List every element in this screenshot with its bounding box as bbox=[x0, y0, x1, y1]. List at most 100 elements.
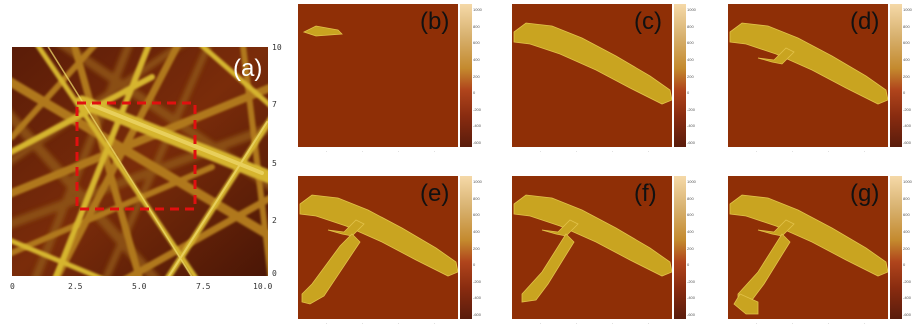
segmentation-image-e bbox=[298, 176, 458, 319]
segmentation-image-d bbox=[728, 4, 888, 147]
x-tick-mark: · bbox=[540, 321, 542, 326]
colorbar-tick-label: 600 bbox=[473, 212, 480, 218]
x-tick-mark: · bbox=[434, 321, 436, 326]
colorbar-tick-label: 600 bbox=[687, 40, 694, 46]
colorbar-tick-label: -400 bbox=[687, 123, 696, 129]
panel-g-label: (g) bbox=[850, 180, 880, 207]
colorbar-tick-label: -200 bbox=[903, 278, 912, 284]
colorbar-tick-label: -400 bbox=[687, 295, 696, 301]
colorbar-tick-label: -400 bbox=[473, 295, 482, 301]
colorbar-e bbox=[460, 176, 472, 319]
colorbar-tick-label: 600 bbox=[903, 212, 910, 218]
segmented-fiber-region bbox=[301, 233, 361, 305]
x-tick-mark: · bbox=[362, 321, 364, 326]
colorbar-g bbox=[890, 176, 902, 319]
x-tick-mark: · bbox=[576, 149, 578, 154]
segmentation-panel-c bbox=[512, 4, 672, 147]
x-tick-mark: · bbox=[792, 321, 794, 326]
colorbar-tick-label: -600 bbox=[473, 312, 482, 317]
colorbar-tick-label: 400 bbox=[903, 228, 910, 234]
colorbar-tick-label: 0 bbox=[473, 262, 476, 268]
segmentation-panel-b bbox=[298, 4, 458, 147]
segmented-fiber-region bbox=[757, 47, 795, 65]
colorbar-tick-label: 1000 bbox=[687, 7, 696, 12]
colorbar-tick-label: 1000 bbox=[903, 7, 912, 12]
panel-c-label: (c) bbox=[634, 8, 662, 35]
colorbar-tick-label: -600 bbox=[903, 140, 912, 145]
segmentation-image-g bbox=[728, 176, 888, 319]
colorbar-tick-label: 200 bbox=[473, 73, 480, 79]
panel-e-label: (e) bbox=[420, 180, 450, 207]
x-tick-mark: · bbox=[864, 321, 866, 326]
colorbar-tick-label: 200 bbox=[687, 245, 694, 251]
segmented-fiber-region bbox=[513, 194, 672, 277]
colorbar-tick-label: 0 bbox=[903, 262, 906, 268]
colorbar-tick-label: -200 bbox=[473, 278, 482, 284]
panel-b-label: (b) bbox=[420, 8, 450, 35]
segmentation-image-c bbox=[512, 4, 672, 147]
colorbar-tick-label: 1000 bbox=[687, 179, 696, 184]
colorbar-tick-label: 0 bbox=[903, 90, 906, 96]
x-tick-mark: · bbox=[792, 149, 794, 154]
roi-dashed-box bbox=[75, 101, 197, 211]
colorbar-tick-label: 400 bbox=[473, 56, 480, 62]
afm-fiber-mesh-image bbox=[12, 47, 268, 276]
segmented-fiber-region bbox=[302, 25, 343, 37]
colorbar-tick-label: -600 bbox=[687, 140, 696, 145]
panel-a-x-tick: 0 bbox=[10, 282, 15, 291]
colorbar-tick-label: 200 bbox=[687, 73, 694, 79]
x-tick-mark: · bbox=[576, 321, 578, 326]
colorbar-tick-label: 400 bbox=[903, 56, 910, 62]
segmented-fiber-region bbox=[757, 219, 795, 237]
segmented-fiber-region bbox=[521, 233, 575, 303]
panel-a-y-tick: 7 bbox=[272, 100, 277, 109]
colorbar-tick-label: 600 bbox=[903, 40, 910, 46]
segmentation-panel-e bbox=[298, 176, 458, 319]
colorbar-tick-label: 1000 bbox=[473, 7, 482, 12]
colorbar-tick-label: -400 bbox=[473, 123, 482, 129]
segmentation-panel-d bbox=[728, 4, 888, 147]
colorbar-tick-label: 600 bbox=[687, 212, 694, 218]
colorbar-tick-label: -600 bbox=[473, 140, 482, 145]
colorbar-tick-label: 800 bbox=[473, 23, 480, 29]
colorbar-tick-label: 400 bbox=[473, 228, 480, 234]
colorbar-tick-label: -200 bbox=[687, 106, 696, 112]
x-tick-mark: · bbox=[540, 149, 542, 154]
colorbar-tick-label: 400 bbox=[687, 56, 694, 62]
panel-a-y-tick: 5 bbox=[272, 159, 277, 168]
x-tick-mark: · bbox=[864, 149, 866, 154]
afm-image-panel-a bbox=[12, 47, 268, 276]
x-tick-mark: · bbox=[828, 321, 830, 326]
colorbar-d bbox=[890, 4, 902, 147]
panel-a-y-tick: 2 bbox=[272, 216, 277, 225]
panel-f-label: (f) bbox=[634, 180, 657, 207]
x-tick-mark: · bbox=[648, 321, 650, 326]
segmented-fiber-region bbox=[299, 194, 458, 277]
colorbar-tick-label: 0 bbox=[687, 262, 690, 268]
segmented-fiber-region bbox=[729, 194, 888, 277]
colorbar-tick-label: -400 bbox=[903, 123, 912, 129]
segmentation-panel-f bbox=[512, 176, 672, 319]
colorbar-tick-label: 200 bbox=[903, 245, 910, 251]
colorbar-tick-label: 1000 bbox=[473, 179, 482, 184]
x-tick-mark: · bbox=[398, 149, 400, 154]
colorbar-tick-label: 200 bbox=[473, 245, 480, 251]
colorbar-tick-label: 800 bbox=[687, 195, 694, 201]
segmentation-image-f bbox=[512, 176, 672, 319]
segmentation-image-b bbox=[298, 4, 458, 147]
x-tick-mark: · bbox=[756, 321, 758, 326]
colorbar-b bbox=[460, 4, 472, 147]
panel-a-label: (a) bbox=[233, 55, 263, 82]
colorbar-tick-label: 800 bbox=[903, 23, 910, 29]
colorbar-tick-label: 800 bbox=[687, 23, 694, 29]
panel-d-label: (d) bbox=[850, 8, 880, 35]
colorbar-tick-label: 400 bbox=[687, 228, 694, 234]
colorbar-tick-label: 800 bbox=[473, 195, 480, 201]
panel-a-y-tick: 0 bbox=[272, 269, 277, 278]
colorbar-f bbox=[674, 176, 686, 319]
segmented-fiber-region bbox=[541, 219, 579, 237]
panel-a-y-tick: 10 bbox=[272, 43, 282, 52]
colorbar-tick-label: -600 bbox=[903, 312, 912, 317]
colorbar-c bbox=[674, 4, 686, 147]
segmented-fiber-region bbox=[729, 22, 888, 105]
